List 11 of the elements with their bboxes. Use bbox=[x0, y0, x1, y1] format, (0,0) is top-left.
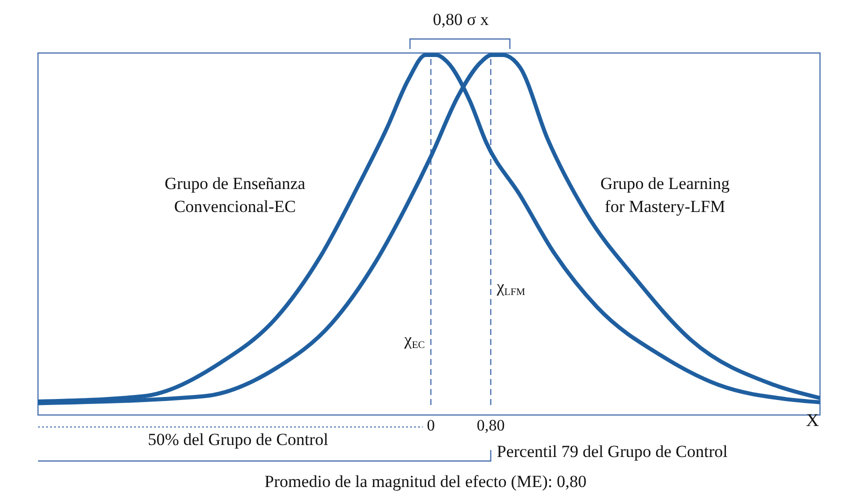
series-label: Grupo de Learning for Mastery-LFM bbox=[599, 173, 731, 218]
text: 0,80 σ x bbox=[432, 10, 490, 30]
x-tick-label: 0,80 bbox=[476, 417, 505, 434]
ref-line-label: χ$_{EC}$ bbox=[403, 330, 426, 351]
text: Percentil 79 del Grupo de Control bbox=[496, 442, 728, 462]
text: Promedio de la magnitud del efecto (ME): 0,80 bbox=[264, 472, 588, 492]
series-label: Grupo de Enseñanza Convencional-EC bbox=[164, 173, 306, 218]
text: 50% del Grupo de Control bbox=[148, 430, 328, 449]
x-axis-title: X bbox=[806, 410, 819, 431]
ref-line-label: χ$_{LFM}$ bbox=[496, 277, 526, 298]
x-tick-label: 0 bbox=[426, 417, 435, 434]
